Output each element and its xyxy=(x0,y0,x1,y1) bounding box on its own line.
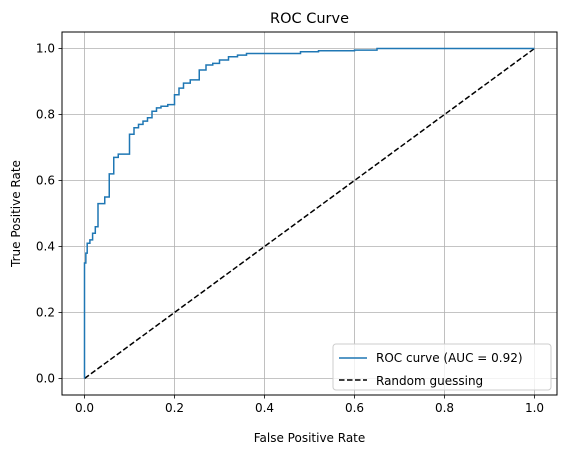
series-layer xyxy=(83,47,535,380)
x-tick-label: 1.0 xyxy=(525,401,544,415)
y-tick-label: 0.2 xyxy=(36,306,55,320)
plot-frame xyxy=(61,31,558,396)
legend-label-random: Random guessing xyxy=(376,374,483,388)
y-tick-label: 0.0 xyxy=(36,372,55,386)
y-tick-label: 0.6 xyxy=(36,174,55,188)
legend-box xyxy=(332,343,552,391)
x-axis-label: False Positive Rate xyxy=(254,431,366,445)
x-tick-label: 0.6 xyxy=(345,401,364,415)
y-tick-label: 0.8 xyxy=(36,108,55,122)
x-tick-label: 0.0 xyxy=(75,401,94,415)
x-tick-label: 0.4 xyxy=(255,401,274,415)
legend: ROC curve (AUC = 0.92) Random guessing xyxy=(332,343,552,391)
x-tick-label: 0.2 xyxy=(165,401,184,415)
chart-title: ROC Curve xyxy=(270,11,349,27)
x-tick-label: 0.8 xyxy=(435,401,454,415)
y-tick-label: 0.4 xyxy=(36,240,55,254)
y-tick-label: 1.0 xyxy=(36,42,55,56)
roc-curve-line xyxy=(83,47,535,379)
legend-label-roc: ROC curve (AUC = 0.92) xyxy=(376,351,523,365)
y-axis: 0.0 0.2 0.4 0.6 0.8 1.0 xyxy=(36,42,62,386)
x-axis: 0.0 0.2 0.4 0.6 0.8 1.0 xyxy=(75,395,544,415)
random-guessing-line xyxy=(84,47,535,380)
y-axis-label: True Positive Rate xyxy=(9,160,23,268)
